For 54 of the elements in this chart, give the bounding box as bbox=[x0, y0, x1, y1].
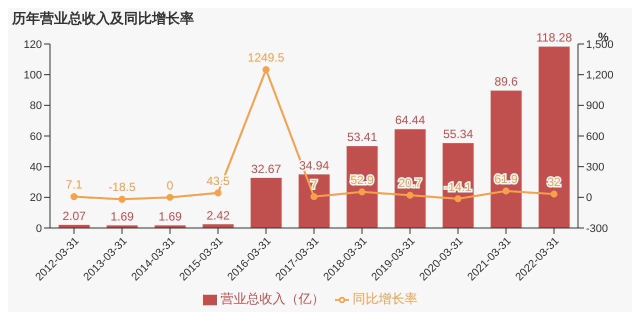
data-label: 7.1 bbox=[66, 178, 83, 192]
point bbox=[214, 189, 222, 196]
point bbox=[262, 66, 270, 74]
data-label: 0 bbox=[166, 178, 174, 192]
data-label: 7 bbox=[310, 178, 318, 192]
y-tick-label: 20 bbox=[30, 192, 42, 204]
data-label: 2.42 bbox=[206, 208, 230, 222]
y-tick-label: 0 bbox=[36, 222, 42, 235]
y2-tick-label: -300 bbox=[586, 222, 608, 235]
y-tick-label: 60 bbox=[30, 130, 42, 143]
y-tick-label: 100 bbox=[24, 70, 42, 82]
data-label: 1.69 bbox=[158, 209, 182, 224]
bar bbox=[490, 90, 522, 228]
data-label: -18.5 bbox=[108, 180, 136, 194]
data-label: 61.9 bbox=[494, 172, 518, 186]
point bbox=[118, 196, 126, 203]
data-label: 20.7 bbox=[398, 176, 422, 190]
data-label: -14.1 bbox=[444, 180, 472, 194]
bar bbox=[298, 174, 330, 228]
data-label: 64.44 bbox=[395, 113, 426, 128]
y2-tick-label: 1,200 bbox=[586, 70, 614, 82]
y2-tick-label: 0 bbox=[586, 192, 592, 204]
legend-label: 同比增长率 bbox=[352, 291, 418, 306]
chart-title: 历年营业总收入及同比增长率 bbox=[12, 10, 194, 28]
data-label: 32 bbox=[547, 175, 561, 190]
bar bbox=[250, 178, 282, 228]
data-label: 89.6 bbox=[494, 74, 518, 89]
point bbox=[358, 188, 366, 196]
y-tick-label: 120 bbox=[24, 38, 42, 51]
point bbox=[502, 188, 510, 195]
bar bbox=[538, 46, 570, 228]
bar bbox=[346, 146, 378, 228]
point bbox=[70, 193, 78, 200]
data-label: 55.34 bbox=[443, 127, 474, 142]
data-label: 1249.5 bbox=[248, 50, 285, 65]
point bbox=[550, 190, 558, 198]
point bbox=[406, 192, 414, 199]
point bbox=[166, 194, 174, 201]
data-label: 118.28 bbox=[536, 30, 572, 45]
point bbox=[310, 193, 318, 200]
bar bbox=[442, 143, 474, 228]
data-label: 1.69 bbox=[110, 209, 134, 224]
y-tick-label: 40 bbox=[30, 162, 42, 174]
data-label: 32.67 bbox=[251, 162, 282, 176]
y2-tick-label: 600 bbox=[586, 130, 604, 143]
data-label: 2.07 bbox=[62, 208, 86, 223]
y2-tick-label: 900 bbox=[586, 100, 604, 112]
y2-tick-label: 300 bbox=[586, 162, 604, 174]
bar bbox=[394, 129, 426, 228]
point bbox=[454, 195, 462, 202]
y-tick-label: 80 bbox=[30, 100, 42, 112]
data-label: 53.41 bbox=[347, 130, 378, 144]
data-label: 52.9 bbox=[350, 172, 374, 187]
legend-label: 营业总收入（亿） bbox=[220, 291, 324, 306]
